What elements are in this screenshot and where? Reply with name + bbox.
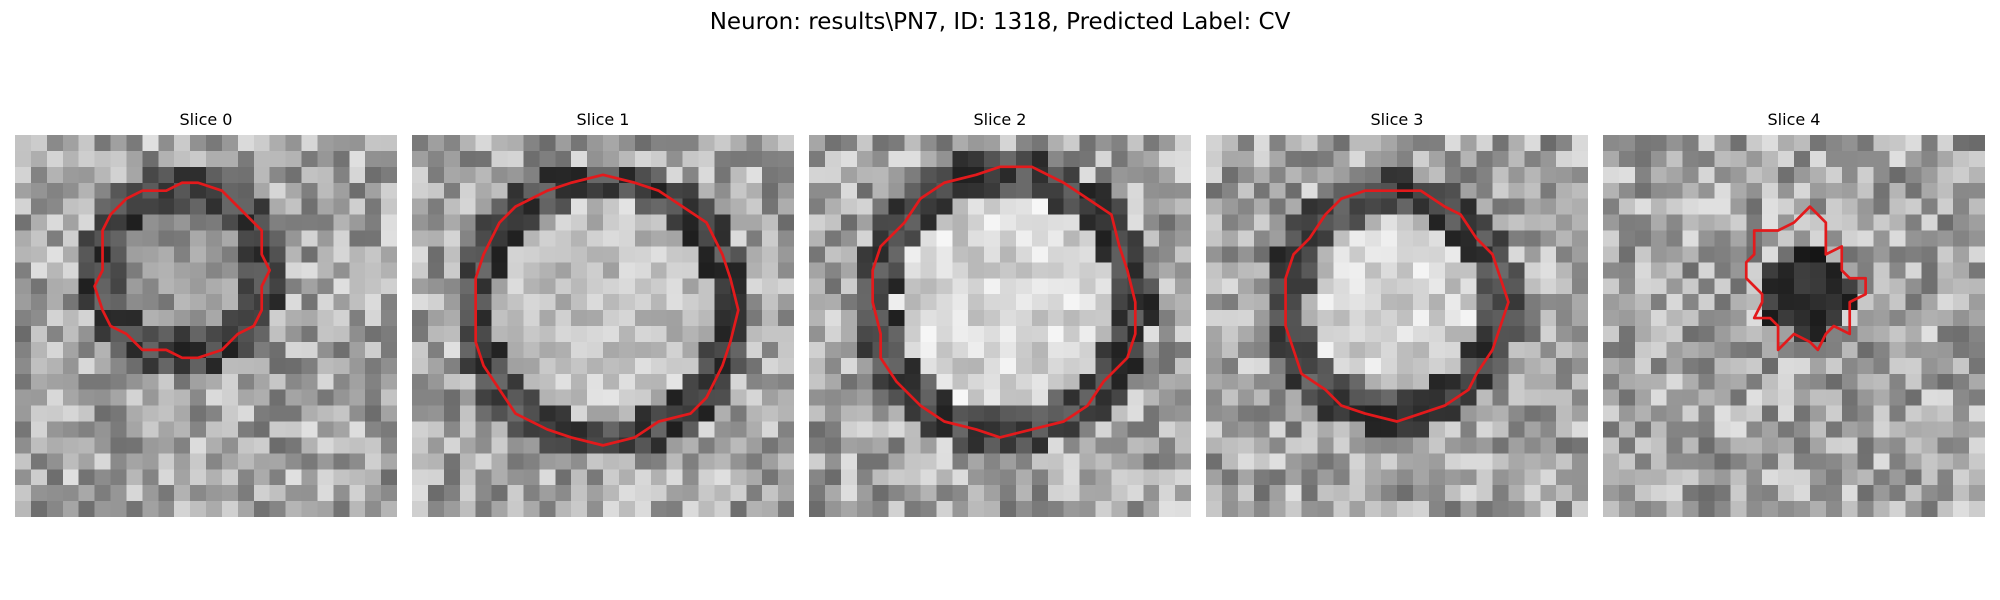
slice-title: Slice 1 (576, 110, 630, 129)
segmentation-contour (474, 173, 740, 447)
slice-panel: Slice 2 (809, 108, 1191, 517)
slice-panel: Slice 1 (412, 108, 794, 517)
slice-title: Slice 2 (973, 110, 1027, 129)
slice-title: Slice 4 (1767, 110, 1821, 129)
pixel-grid (809, 135, 1191, 517)
slice-image (809, 135, 1191, 517)
slice-title: Slice 3 (1370, 110, 1424, 129)
pixel-grid (1206, 135, 1588, 517)
segmentation-contour (871, 165, 1137, 439)
segmentation-contour (1284, 189, 1510, 423)
segmentation-contour (93, 181, 272, 360)
slice-panel: Slice 0 (15, 108, 397, 517)
slice-image (1206, 135, 1588, 517)
pixel-grid (1603, 135, 1985, 517)
pixel-grid (15, 135, 397, 517)
slice-image (15, 135, 397, 517)
figure-title: Neuron: results\PN7, ID: 1318, Predicted… (709, 9, 1291, 35)
slice-image (412, 135, 794, 517)
slice-image (1603, 135, 1985, 517)
segmentation-contour (1744, 205, 1867, 352)
pixel-grid (412, 135, 794, 517)
slice-panel: Slice 4 (1603, 108, 1985, 517)
slice-title: Slice 0 (179, 110, 233, 129)
slice-panel: Slice 3 (1206, 108, 1588, 517)
